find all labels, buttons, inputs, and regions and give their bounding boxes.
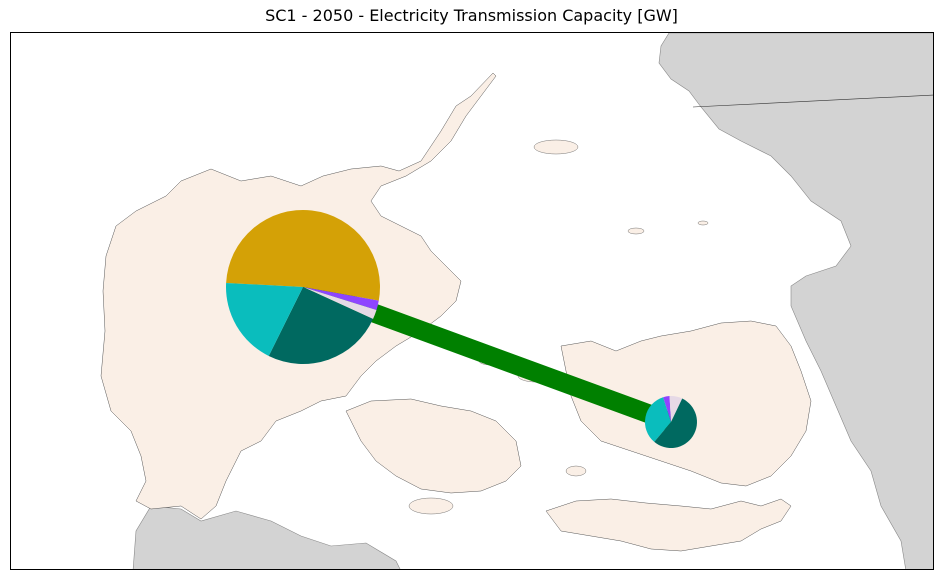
map-title: SC1 - 2050 - Electricity Transmission Ca… — [265, 6, 678, 25]
island — [565, 465, 587, 477]
sweden-border-line — [692, 94, 933, 108]
island — [697, 220, 709, 226]
map-frame — [10, 32, 934, 570]
germany-landmass — [132, 505, 401, 569]
sweden-landmass — [658, 33, 933, 569]
pie-slice-dk2-purple — [663, 396, 671, 422]
pie-chart-dk1 — [226, 209, 380, 365]
map-canvas — [100, 33, 933, 569]
pie-chart-dk2 — [645, 396, 697, 448]
pie-slice-dk1-dark-teal — [268, 287, 374, 365]
pie-slice-dk2-cyan — [645, 397, 671, 442]
funen-landmass — [345, 398, 522, 494]
pie-slice-dk2-dark-teal — [654, 398, 697, 448]
island — [408, 497, 454, 515]
lolland-landmass — [545, 498, 792, 552]
pie-slice-dk2-lavender — [669, 396, 683, 422]
pie-slice-dk1-lavender — [303, 287, 377, 320]
pie-slice-dk1-cyan — [226, 282, 303, 356]
island — [627, 227, 645, 235]
pie-slice-dk1-purple — [303, 287, 379, 311]
island — [533, 139, 579, 155]
pie-slice-dk1-gold — [226, 209, 380, 301]
